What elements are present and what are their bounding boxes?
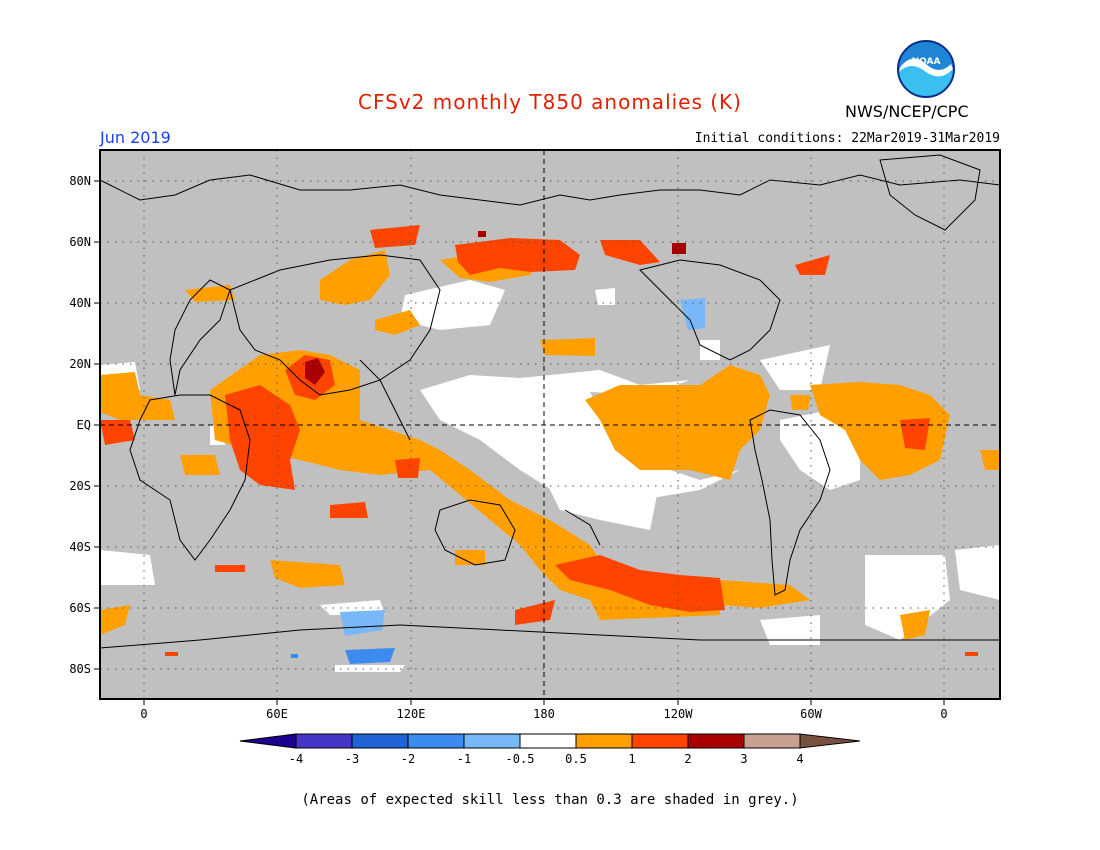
lon-label: 180 (533, 707, 555, 721)
colorbar-cell (519, 733, 577, 749)
white-anomaly-regions (100, 280, 1000, 672)
colorbar-cell (575, 733, 633, 749)
lon-label: 120E (397, 707, 426, 721)
orange-anomaly-regions (100, 250, 1000, 640)
graticule (100, 150, 1000, 699)
agency-label: NWS/NCEP/CPC (845, 102, 969, 121)
lat-axis (94, 180, 100, 670)
initial-conditions: Initial conditions: 22Mar2019-31Mar2019 (694, 131, 1000, 146)
lat-label: 60N (69, 235, 91, 249)
reference-lines (100, 150, 1000, 699)
colorbar-cell (687, 733, 745, 749)
lon-label: 0 (940, 707, 947, 721)
noaa-logo: NOAA (896, 39, 956, 99)
colorbar-label: 2 (684, 752, 691, 766)
lat-label: 20N (69, 357, 91, 371)
colorbar-cell (407, 733, 465, 749)
colorbar-label: 4 (796, 752, 803, 766)
colorbar-label: -1 (457, 752, 471, 766)
lon-label: 60W (800, 707, 822, 721)
lon-label: 0 (140, 707, 147, 721)
red-orange-anomaly-regions (100, 225, 978, 656)
colorbar-label: -4 (289, 752, 303, 766)
colorbar (239, 733, 861, 749)
lat-label: 80S (69, 662, 91, 676)
chart-title: CFSv2 monthly T850 anomalies (K) (358, 90, 742, 114)
forecast-month: Jun 2019 (100, 128, 171, 147)
colorbar-cell (239, 733, 297, 749)
colorbar-label: 3 (740, 752, 747, 766)
colorbar-label: 1 (628, 752, 635, 766)
colorbar-cell (799, 733, 861, 749)
lat-label: 80N (69, 174, 91, 188)
lat-label: EQ (77, 418, 91, 432)
coastlines (99, 154, 1001, 649)
colorbar-label: 0.5 (565, 752, 587, 766)
lon-axis (143, 699, 945, 705)
lon-label: 60E (266, 707, 288, 721)
colorbar-label: -2 (401, 752, 415, 766)
colorbar-cell (631, 733, 689, 749)
colorbar-cell (463, 733, 521, 749)
blue-anomaly-regions (291, 298, 705, 664)
colorbar-label: -3 (345, 752, 359, 766)
lat-label: 20S (69, 479, 91, 493)
dark-red-anomaly-regions (305, 231, 686, 385)
colorbar-cell (743, 733, 801, 749)
lat-label: 40S (69, 540, 91, 554)
logo-text: NOAA (912, 57, 941, 67)
colorbar-label: -0.5 (506, 752, 535, 766)
lat-label: 40N (69, 296, 91, 310)
lat-label: 60S (69, 601, 91, 615)
colorbar-cell (295, 733, 353, 749)
colorbar-cell (351, 733, 409, 749)
skill-footnote: (Areas of expected skill less than 0.3 a… (301, 792, 799, 808)
lon-label: 120W (664, 707, 694, 721)
